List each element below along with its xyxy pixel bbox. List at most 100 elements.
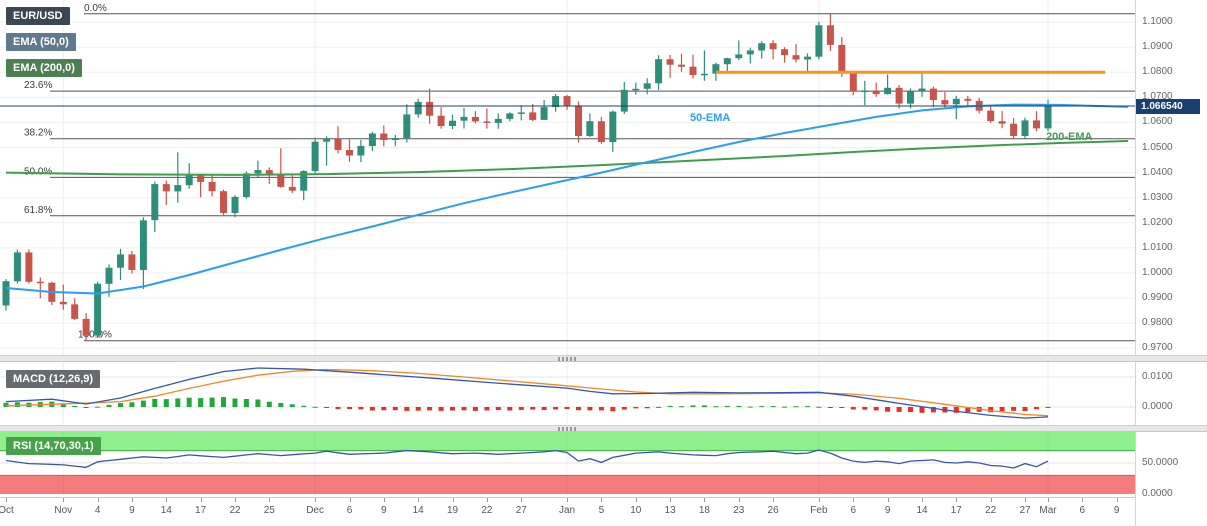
time-label: 22 [229, 505, 241, 516]
time-tick [63, 498, 65, 502]
macd-line [5, 367, 1049, 419]
price-panel: 0.0%23.6%38.2%50.0%61.8%100.0% EUR/USD E… [0, 0, 1135, 355]
time-label: 9 [129, 505, 135, 516]
time-label: 19 [446, 505, 459, 516]
time-tick [486, 498, 488, 502]
axis-label: 0.9800 [1142, 317, 1173, 328]
axis-label: 0.9700 [1142, 342, 1173, 353]
time-tick [990, 498, 992, 502]
time-label: 17 [950, 505, 962, 516]
time-tick [773, 498, 775, 502]
symbol-badge[interactable]: EUR/USD [6, 7, 70, 25]
time-label: Feb [810, 505, 828, 516]
axis-label: 1.0400 [1142, 167, 1173, 178]
time-tick [269, 498, 271, 502]
rsi-badge[interactable]: RSI (14,70,30,1) [6, 437, 101, 455]
time-label: Dec [306, 505, 324, 516]
rsi-overbought-zone [0, 432, 1135, 451]
ema-50-badge[interactable]: EMA (50,0) [6, 33, 76, 51]
axis-label: 1.0700 [1142, 91, 1173, 102]
axis-label: 1.0600 [1142, 116, 1173, 127]
time-label: 9 [1113, 505, 1120, 516]
time-label: 6 [1079, 505, 1086, 516]
axis-label: 0.0000 [1142, 488, 1173, 499]
fibonacci-levels: 0.0%23.6%38.2%50.0%61.8%100.0% [24, 3, 1135, 342]
time-tick [349, 498, 351, 502]
macd-badge[interactable]: MACD (12,26,9) [6, 370, 101, 388]
axis-label: 50.0000 [1142, 457, 1179, 468]
time-tick [418, 498, 420, 502]
time-label: 25 [263, 505, 275, 516]
splitter-grip-icon [558, 427, 576, 431]
time-tick [956, 498, 958, 502]
time-tick [670, 498, 672, 502]
last-price-tag: 1.066540 [1136, 99, 1200, 114]
time-tick [6, 498, 7, 502]
axis-label: 1.1000 [1142, 16, 1173, 27]
time-tick [383, 498, 385, 502]
axis-label: 0.9900 [1142, 292, 1173, 303]
time-tick [738, 498, 740, 502]
axis-label: 1.0000 [1142, 267, 1173, 278]
axis-label: 1.0300 [1142, 192, 1173, 203]
time-label: 6 [346, 505, 353, 516]
time-tick [818, 498, 820, 502]
time-tick [1082, 498, 1084, 502]
fib-label: 38.2% [24, 128, 52, 139]
axis-label: 0.0100 [1142, 371, 1173, 382]
fib-label: 23.6% [24, 80, 52, 91]
time-axis[interactable]: Oct Nov 4 9 14 17 22 25 Dec 6 9 14 19 22 27 Jan 5 10 13 18 2… [0, 497, 1135, 526]
time-tick [567, 498, 568, 502]
axis-label: 1.0900 [1142, 41, 1173, 52]
time-tick [452, 498, 454, 502]
rsi-canvas[interactable] [0, 432, 1135, 497]
time-tick [521, 498, 523, 502]
ema-200-badge[interactable]: EMA (200,0) [6, 59, 82, 77]
time-tick [601, 498, 603, 502]
time-tick [704, 498, 706, 502]
time-label: Nov [54, 505, 73, 516]
time-tick [1048, 498, 1049, 502]
time-tick [97, 498, 99, 502]
time-tick [922, 498, 923, 502]
macd-canvas[interactable] [0, 362, 1135, 425]
panel-splitter-1[interactable] [0, 355, 1207, 362]
time-tick [235, 498, 236, 502]
time-label: 9 [884, 505, 891, 516]
time-label: 17 [195, 505, 207, 516]
rsi-line [5, 449, 1049, 469]
macd-histogram [3, 397, 1051, 413]
axis-label: 1.0200 [1142, 217, 1173, 228]
time-tick [200, 498, 202, 502]
time-label: 14 [412, 505, 424, 516]
splitter-grip-icon [558, 357, 576, 361]
time-label: Jan [558, 505, 576, 516]
time-label: 14 [160, 505, 172, 516]
fib-label: 61.8% [24, 205, 52, 216]
candlesticks [2, 13, 1052, 341]
time-label: 9 [381, 505, 387, 516]
time-tick [853, 498, 855, 502]
time-label: Mar [1039, 505, 1057, 516]
ema-50-line [5, 103, 1129, 295]
panel-splitter-2[interactable] [0, 425, 1207, 432]
price-axis[interactable]: 1.066540 1.1000 1.0900 1.0800 1.0700 1.0600 1… [1135, 0, 1207, 526]
time-label: 27 [515, 505, 527, 516]
price-canvas[interactable]: 0.0%23.6%38.2%50.0%61.8%100.0% [0, 0, 1135, 355]
time-tick [131, 498, 133, 502]
time-label: Oct [0, 505, 14, 516]
ema-50-annotation: 50-EMA [690, 112, 731, 124]
macd-panel: MACD (12,26,9) [0, 362, 1135, 425]
fib-label: 50.0% [24, 166, 52, 177]
time-label: 13 [664, 505, 676, 516]
time-label: 5 [598, 505, 605, 516]
fib-label: 0.0% [84, 3, 107, 14]
axis-label: 1.0800 [1142, 66, 1173, 77]
time-label: 4 [94, 505, 101, 516]
time-tick [1025, 498, 1026, 502]
rsi-oversold-zone [0, 475, 1135, 494]
time-label: 26 [767, 505, 779, 516]
time-tick [887, 498, 889, 502]
time-label: 22 [481, 505, 493, 516]
